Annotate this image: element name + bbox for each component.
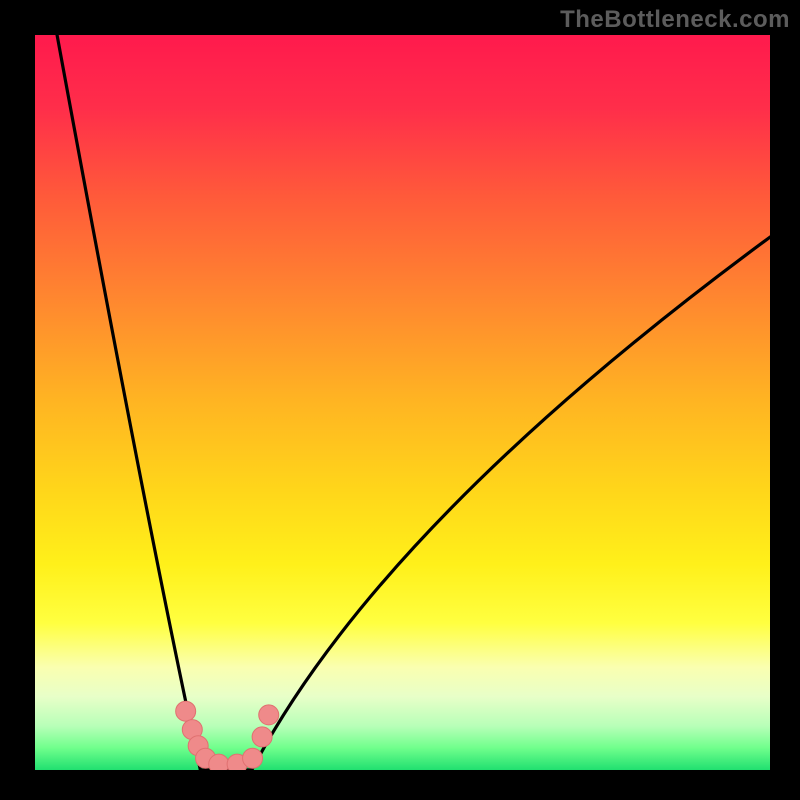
bottleneck-curve [57,35,770,770]
plot-area [35,35,770,770]
watermark-text: TheBottleneck.com [560,6,790,34]
data-marker [209,754,229,770]
chart-container: TheBottleneck.com [0,0,800,800]
marker-group [176,701,279,770]
data-marker [252,727,272,747]
data-marker [243,748,263,768]
data-marker [259,705,279,725]
curve-layer [35,35,770,770]
data-marker [176,701,196,721]
